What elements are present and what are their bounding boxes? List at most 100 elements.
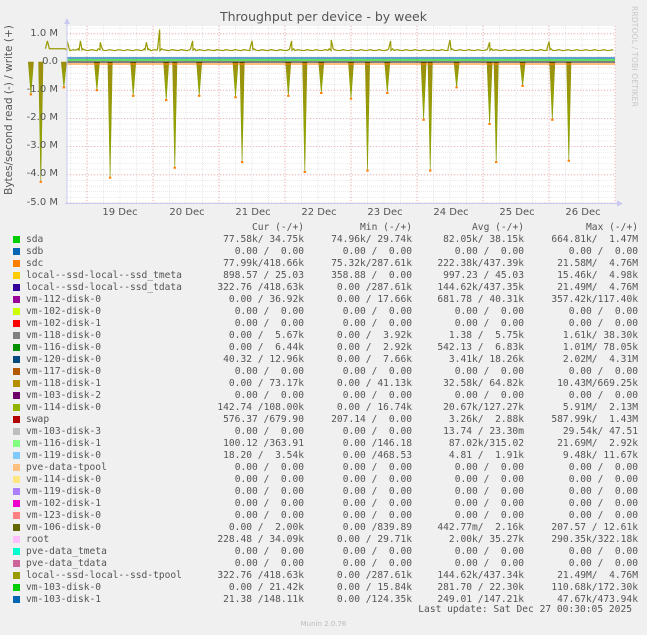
legend-row: local--ssd-local--ssd_tdata 322.76 /418.6… (0, 282, 647, 294)
legend-row: sdb 0.00 / 0.00 0.00 / 0.00 0.00 / 0.00 0.00… (0, 246, 647, 258)
legend-min: 0.00 / 0.00 (342, 486, 412, 497)
legend-color-swatch (13, 524, 20, 531)
legend-avg: 32.58k/ 64.82k (443, 378, 524, 389)
legend-row: sda 77.58k/ 34.75k 74.96k/ 29.74k 82.05k/ 3… (0, 234, 647, 246)
legend-color-swatch (13, 584, 20, 591)
legend-series-name: vm-116-disk-0 (26, 342, 102, 353)
legend-color-swatch (13, 440, 20, 447)
legend-cur: 0.00 / 73.17k (228, 378, 304, 389)
legend-series-name: pve-data_tdata (26, 558, 107, 569)
legend-avg: 0.00 / 0.00 (454, 498, 524, 509)
legend-row: vm-103-disk-1 21.38 /148.11k 0.00 /124.35k… (0, 594, 647, 606)
legend-row: vm-118-disk-0 0.00 / 5.67k 0.00 / 3.92k 1.3… (0, 330, 647, 342)
legend-series-name: vm-118-disk-1 (26, 378, 102, 389)
legend-min: 0.00 / 0.00 (342, 246, 412, 257)
legend-cur: 77.99k/418.66k (223, 258, 304, 269)
legend-cur: 21.38 /148.11k (223, 594, 304, 605)
legend-cur: 322.76 /418.63k (217, 570, 304, 581)
legend-row: vm-106-disk-0 0.00 / 2.00k 0.00 /839.89 442… (0, 522, 647, 534)
legend-min: 358.88 / 0.00 (331, 270, 412, 281)
legend-series-name: vm-119-disk-0 (26, 450, 102, 461)
legend-avg: 0.00 / 0.00 (454, 510, 524, 521)
legend-avg: 442.77m/ 2.16k (437, 522, 524, 533)
legend-cur: 0.00 / 0.00 (234, 318, 304, 329)
legend-cur: 0.00 / 0.00 (234, 498, 304, 509)
x-tick-label: 19 Dec (102, 207, 138, 218)
legend-color-swatch (13, 536, 20, 543)
y-tick-label: -2.0 M (26, 112, 58, 123)
legend-row: vm-114-disk-0 142.74 /108.00k 0.00 / 16.74… (0, 402, 647, 414)
legend-series-name: pve-data-tpool (26, 462, 107, 473)
legend-min: 207.14 / 0.00 (331, 414, 412, 425)
legend-series-name: vm-103-disk-2 (26, 390, 102, 401)
legend-color-swatch (13, 296, 20, 303)
legend-header-cur: Cur (-/+) (252, 222, 304, 233)
legend-color-swatch (13, 308, 20, 315)
legend-cur: 18.20 / 3.54k (223, 450, 304, 461)
legend-max: 0.00 / 0.00 (568, 306, 638, 317)
legend-max: 21.49M/ 4.76M (557, 570, 638, 581)
legend-color-swatch (13, 572, 20, 579)
legend-header-max: Max (-/+) (586, 222, 638, 233)
legend-max: 357.42k/117.40k (551, 294, 638, 305)
legend-series-name: local--ssd-local--ssd_tmeta (26, 270, 182, 281)
legend-min: 0.00 / 0.00 (342, 510, 412, 521)
legend-color-swatch (13, 260, 20, 267)
legend-avg: 997.23 / 45.03 (443, 270, 524, 281)
x-tick-label: 24 Dec (433, 207, 469, 218)
legend-series-name: vm-123-disk-0 (26, 510, 102, 521)
legend-min: 0.00 /468.53 (342, 450, 412, 461)
legend-min: 0.00 / 29.71k (336, 534, 412, 545)
legend-cur: 0.00 / 0.00 (234, 462, 304, 473)
legend-color-swatch (13, 404, 20, 411)
legend-row: vm-102-disk-1 0.00 / 0.00 0.00 / 0.00 0.00 … (0, 498, 647, 510)
legend-header-avg: Avg (-/+) (472, 222, 524, 233)
rrdtool-watermark: RRDTOOL / TOBI OETIKER (630, 6, 639, 107)
legend-series-name: vm-102-disk-0 (26, 306, 102, 317)
legend-cur: 0.00 / 5.67k (228, 330, 304, 341)
legend-color-swatch (13, 332, 20, 339)
legend-min: 0.00 / 15.84k (336, 582, 412, 593)
y-tick-label: 0.0 (42, 56, 58, 67)
legend-row: vm-102-disk-1 0.00 / 0.00 0.00 / 0.00 0.00 … (0, 318, 647, 330)
legend-min: 0.00 /287.61k (336, 570, 412, 581)
legend-series-name: vm-103-disk-0 (26, 582, 102, 593)
legend-max: 0.00 / 0.00 (568, 486, 638, 497)
legend-max: 664.81k/ 1.47M (551, 234, 638, 245)
legend-row: vm-116-disk-1 100.12 /363.91 0.00 /146.18 8… (0, 438, 647, 450)
y-tick-label: -4.0 M (26, 168, 58, 179)
y-tick-label: -3.0 M (26, 140, 58, 151)
legend-max: 10.43M/669.25k (557, 378, 638, 389)
legend-color-swatch (13, 416, 20, 423)
legend-min: 0.00 / 0.00 (342, 546, 412, 557)
legend-cur: 142.74 /108.00k (217, 402, 304, 413)
legend-header-min: Min (-/+) (360, 222, 412, 233)
legend-avg: 0.00 / 0.00 (454, 474, 524, 485)
legend-avg: 87.02k/315.02 (448, 438, 524, 449)
legend-row: pve-data_tdata 0.00 / 0.00 0.00 / 0.00 0.00… (0, 558, 647, 570)
legend-series-name: local--ssd-local--ssd_tdata (26, 282, 182, 293)
legend-avg: 3.26k/ 2.88k (448, 414, 524, 425)
x-tick-label: 20 Dec (169, 207, 205, 218)
legend-avg: 144.62k/437.35k (437, 282, 524, 293)
legend-color-swatch (13, 560, 20, 567)
legend-max: 0.00 / 0.00 (568, 546, 638, 557)
legend-row: vm-102-disk-0 0.00 / 0.00 0.00 / 0.00 0.00 … (0, 306, 647, 318)
legend-color-swatch (13, 428, 20, 435)
legend-min: 0.00 / 0.00 (342, 306, 412, 317)
legend-color-swatch (13, 548, 20, 555)
legend-max: 0.00 / 0.00 (568, 474, 638, 485)
legend-min: 0.00 /146.18 (342, 438, 412, 449)
legend-min: 0.00 / 0.00 (342, 426, 412, 437)
legend-min: 0.00 / 0.00 (342, 462, 412, 473)
legend-row: local--ssd-local--ssd-tpool 322.76 /418.6… (0, 570, 647, 582)
legend-avg: 82.05k/ 38.15k (443, 234, 524, 245)
legend-avg: 3.41k/ 18.26k (448, 354, 524, 365)
legend-min: 0.00 / 0.00 (342, 390, 412, 401)
legend-row: vm-116-disk-0 0.00 / 6.44k 0.00 / 2.92k 542… (0, 342, 647, 354)
legend-row: sdc 77.99k/418.66k 75.32k/287.61k 222.38k/4… (0, 258, 647, 270)
legend-min: 0.00 / 41.13k (336, 378, 412, 389)
legend-min: 0.00 / 0.00 (342, 318, 412, 329)
legend-max: 29.54k/ 47.51 (562, 426, 638, 437)
y-tick-label: -1.0 M (26, 84, 58, 95)
